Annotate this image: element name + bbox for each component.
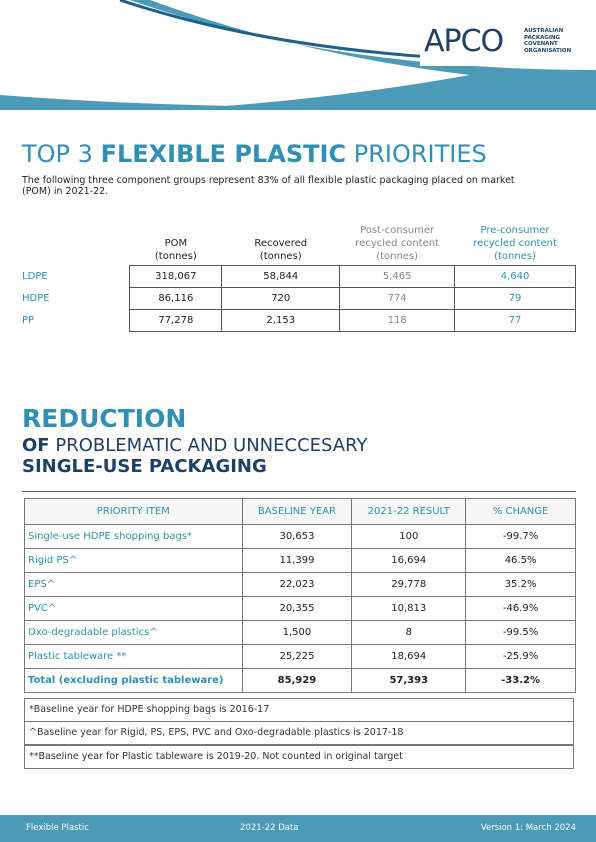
table-row: Oxo-degradable plastics^ 1,500 8 -99.5% (24, 620, 576, 645)
header-row: PRIORITY ITEM BASELINE YEAR 2021-22 RESULT… (24, 498, 576, 525)
subtitle-part: PROBLEMATIC AND UNNECCESARY (55, 435, 368, 456)
table-row: HDPE 86,116 720 774 79 (22, 287, 576, 310)
title: TOP 3 FLEXIBLE PLASTIC PRIORITIES (22, 140, 487, 168)
cell: 16,694 (351, 548, 467, 573)
header-band (0, 95, 596, 110)
table-row: LDPE 318,067 58,844 5,465 4,640 (22, 265, 576, 288)
logo: APCO AUSTRALIAN PACKAGING COVENANT ORGAN… (420, 22, 590, 66)
subtitle-part: OF (22, 435, 50, 456)
cell: 57,393 (351, 668, 467, 693)
table-row: PVC^ 20,355 10,813 -46.9% (24, 596, 576, 621)
logo-name: APCO (424, 24, 504, 59)
swoosh-band (130, 0, 596, 110)
row-label: LDPE (22, 271, 48, 282)
row-label: EPS^ (24, 572, 243, 597)
header-cell: Recovered (tonnes) (254, 238, 308, 262)
table-row: PP 77,278 2,153 118 77 (22, 309, 576, 332)
cell: 18,694 (351, 644, 467, 669)
row-label: PVC^ (24, 596, 243, 621)
cell: 86,116 (129, 287, 223, 310)
cell: -46.9% (465, 596, 576, 621)
cell: 29,778 (351, 572, 467, 597)
header-cell: Pre-consumer recycled content (tonnes) (473, 225, 557, 262)
cell: 8 (351, 620, 467, 645)
cell: -25.9% (465, 644, 576, 669)
cell: 46.5% (465, 548, 576, 573)
cell: 774 (339, 287, 456, 310)
header-cell: 2021-22 RESULT (351, 498, 467, 525)
cell: 2,153 (221, 309, 341, 332)
reduction-subtitle: OF PROBLEMATIC AND UNNECCESARY (22, 435, 367, 456)
table-body: LDPE 318,067 58,844 5,465 4,640 HDPE 86,116 720… (22, 265, 576, 332)
cell: 77 (454, 309, 576, 332)
cell: 25,225 (241, 644, 353, 669)
logo-line: AUSTRALIAN (524, 28, 564, 34)
row-label: Oxo-degradable plastics^ (24, 620, 243, 645)
header-row: POM (tonnes) Recovered (tonnes) Post-consu… (22, 214, 576, 266)
cell: 35.2% (465, 572, 576, 597)
logo-lines: AUSTRALIAN PACKAGING COVENANT ORGANISATI… (524, 28, 571, 54)
cell: 11,399 (241, 548, 353, 573)
cell: -99.7% (465, 524, 576, 549)
logo-line: ORGANISATION (524, 47, 572, 54)
footer-text: Flexible Plastic (26, 823, 89, 833)
cell: -99.5% (465, 620, 576, 645)
cell: 318,067 (129, 265, 223, 288)
title-part: PRIORITIES (353, 140, 487, 168)
row-label: Plastic tableware ** (24, 644, 243, 669)
cell: 85,929 (241, 668, 353, 693)
row-label: HDPE (22, 293, 50, 304)
reduction-title: REDUCTION (22, 404, 187, 433)
cell: 10,813 (351, 596, 467, 621)
table-row: Rigid PS^ 11,399 16,694 46.5% (24, 548, 576, 573)
cell: 77,278 (129, 309, 223, 332)
priorities-table: POM (tonnes) Recovered (tonnes) Post-consu… (22, 214, 576, 332)
footnote: ^Baseline year for Rigid, PS, EPS, PVC a… (24, 721, 574, 745)
title-part: FLEXIBLE PLASTIC (100, 140, 347, 168)
cell: 720 (221, 287, 341, 310)
table-row: Total (excluding plastic tableware) 85,92… (24, 668, 576, 693)
cell: 5,465 (339, 265, 456, 288)
cell: 100 (351, 524, 467, 549)
row-label: Total (excluding plastic tableware) (24, 668, 243, 693)
cell: 118 (339, 309, 456, 332)
table-row: Single-use HDPE shopping bags* 30,653 100-… (24, 524, 576, 549)
cell: 58,844 (221, 265, 341, 288)
row-label: Single-use HDPE shopping bags* (24, 524, 243, 549)
cell: 30,653 (241, 524, 353, 549)
cell: 22,023 (241, 572, 353, 597)
rule (22, 491, 576, 492)
cell: 4,640 (454, 265, 576, 288)
footnote: *Baseline year for HDPE shopping bags is… (24, 698, 574, 722)
table-row: EPS^ 22,023 29,778 35.2% (24, 572, 576, 597)
logo-line: COVENANT (524, 41, 558, 47)
reduction-subtitle2: SINGLE-USE PACKAGING (22, 456, 267, 477)
footnote: **Baseline year for Plastic tableware is… (24, 745, 574, 769)
header-cell: Post-consumer recycled content (tonnes) (355, 225, 439, 262)
header-cell: % CHANGE (465, 498, 576, 525)
row-label: Rigid PS^ (24, 548, 243, 573)
cell: 1,500 (241, 620, 353, 645)
header-cell: PRIORITY ITEM (24, 498, 243, 525)
header-cell: POM (tonnes) (154, 238, 197, 262)
intro: The following three component groups rep… (22, 175, 515, 197)
header-cell (22, 214, 130, 266)
logo-line: PACKAGING (524, 34, 561, 41)
table-body: Single-use HDPE shopping bags* 30,653 100-… (24, 524, 576, 693)
cell: 79 (454, 287, 576, 310)
cell: -33.2% (465, 668, 576, 693)
title-part: TOP 3 (22, 140, 93, 168)
table-row: Plastic tableware ** 25,225 18,694 -25.9% (24, 644, 576, 669)
header-cell: BASELINE YEAR (241, 498, 353, 525)
footer: Flexible Plastic 2021-22 Data Version 1:… (0, 815, 596, 842)
row-label: PP (22, 315, 35, 326)
reduction-table: PRIORITY ITEM BASELINE YEAR 2021-22 RESULT… (24, 498, 576, 693)
footer-text: Version 1: March 2024 (480, 823, 576, 833)
footer-text: 2021-22 Data (240, 823, 299, 833)
cell: 20,355 (241, 596, 353, 621)
